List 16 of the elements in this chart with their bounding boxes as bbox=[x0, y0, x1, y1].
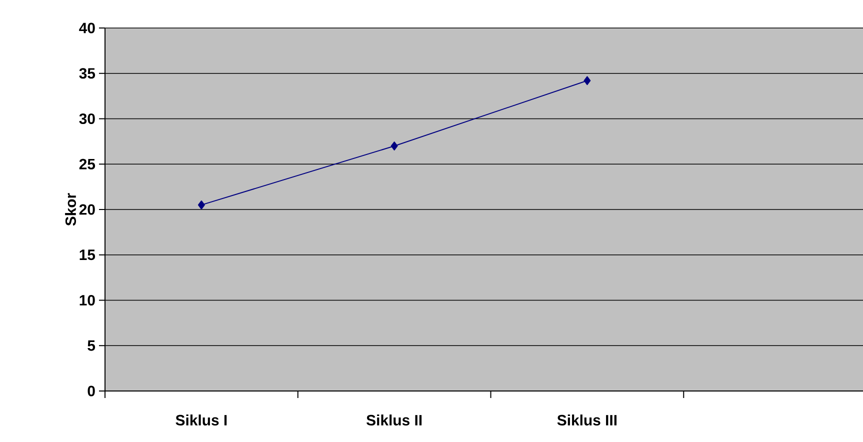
y-tick-label: 0 bbox=[88, 386, 95, 396]
x-tick-label: Siklus II bbox=[366, 414, 422, 426]
y-axis-title: Skor bbox=[65, 193, 76, 226]
y-tick-label: 25 bbox=[79, 158, 96, 170]
y-tick-label: 40 bbox=[79, 22, 95, 34]
y-tick-label: 30 bbox=[79, 113, 95, 124]
point bbox=[584, 76, 591, 86]
point bbox=[198, 200, 205, 210]
point bbox=[390, 141, 398, 150]
y-tick-label: 10 bbox=[80, 294, 95, 306]
x-tick-label: Siklus I bbox=[176, 414, 227, 426]
y-tick-label: 15 bbox=[80, 250, 96, 260]
y-tick-label: 20 bbox=[79, 204, 95, 215]
y-tick-label: 35 bbox=[79, 68, 96, 79]
x-tick-label: Siklus III bbox=[557, 414, 617, 426]
y-tick-label: 5 bbox=[88, 340, 96, 351]
